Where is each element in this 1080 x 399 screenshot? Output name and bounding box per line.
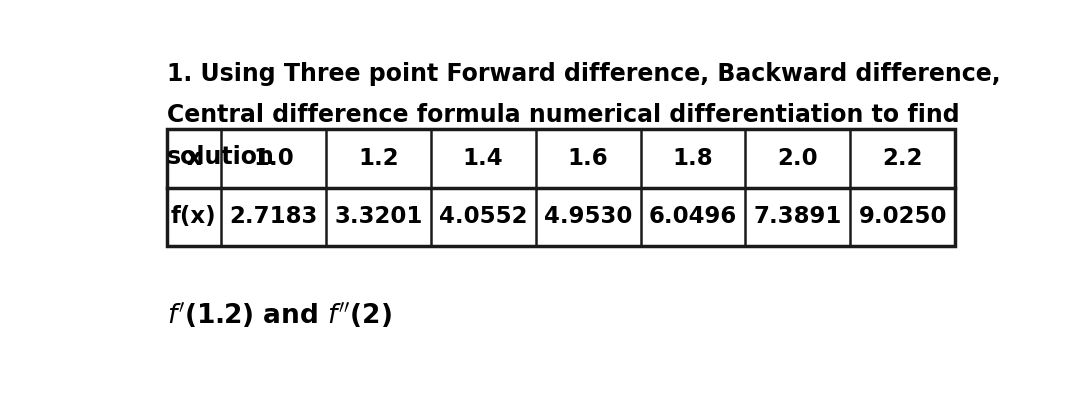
Text: Central difference formula numerical differentiation to find: Central difference formula numerical dif…: [166, 103, 959, 127]
Text: solution: solution: [166, 145, 274, 169]
Text: 2.2: 2.2: [882, 147, 923, 170]
Text: 4.9530: 4.9530: [544, 205, 632, 228]
Text: x: x: [187, 147, 201, 170]
Text: 2.7183: 2.7183: [229, 205, 318, 228]
Text: $\mathbf{\mathit{f'}}$$\mathbf{(1.2)}$ $\mathbf{and}$ $\mathbf{\mathit{f''}}$$\m: $\mathbf{\mathit{f'}}$$\mathbf{(1.2)}$ $…: [166, 300, 392, 330]
Text: 1. Using Three point Forward difference, Backward difference,: 1. Using Three point Forward difference,…: [166, 62, 1000, 86]
Text: f(x): f(x): [171, 205, 217, 228]
Text: 7.3891: 7.3891: [754, 205, 842, 228]
Text: 3.3201: 3.3201: [334, 205, 422, 228]
Text: 1.2: 1.2: [357, 147, 399, 170]
Text: 1.0: 1.0: [253, 147, 294, 170]
Text: 1.6: 1.6: [568, 147, 608, 170]
Text: 6.0496: 6.0496: [649, 205, 737, 228]
Text: 1.8: 1.8: [673, 147, 713, 170]
Text: 2.0: 2.0: [778, 147, 819, 170]
Text: 9.0250: 9.0250: [859, 205, 947, 228]
Text: 1.4: 1.4: [463, 147, 503, 170]
Text: 4.0552: 4.0552: [438, 205, 527, 228]
